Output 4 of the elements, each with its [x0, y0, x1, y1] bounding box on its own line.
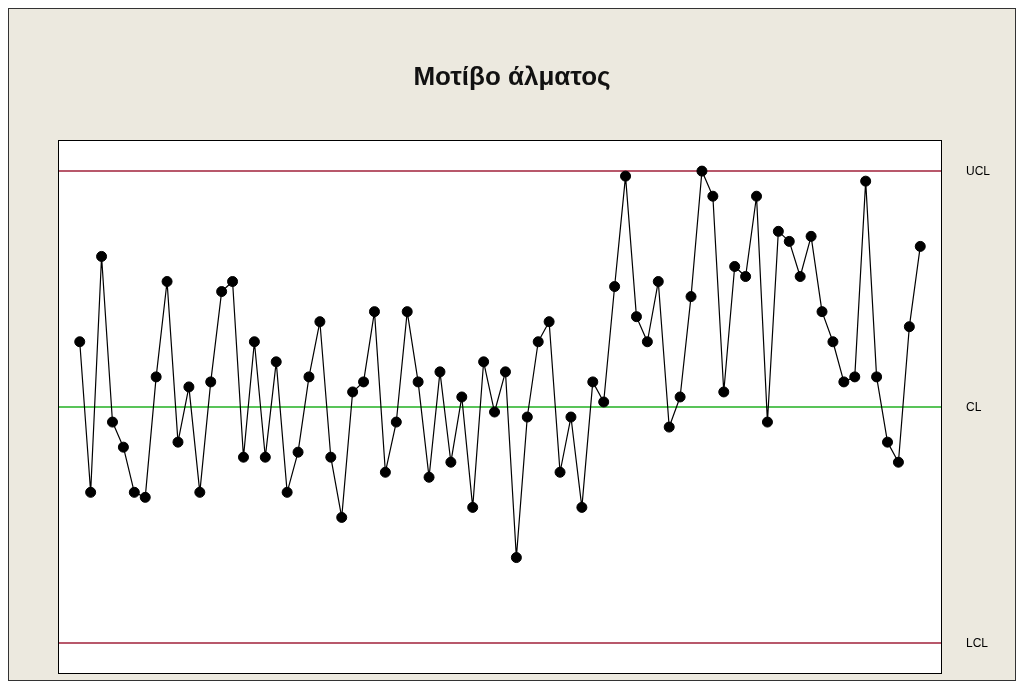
- ref-line-label: LCL: [966, 636, 989, 651]
- ref-line-label: CL: [966, 400, 982, 415]
- chart-title: Μοτίβο άλματος: [412, 61, 612, 92]
- ref-line-label: UCL: [966, 164, 991, 179]
